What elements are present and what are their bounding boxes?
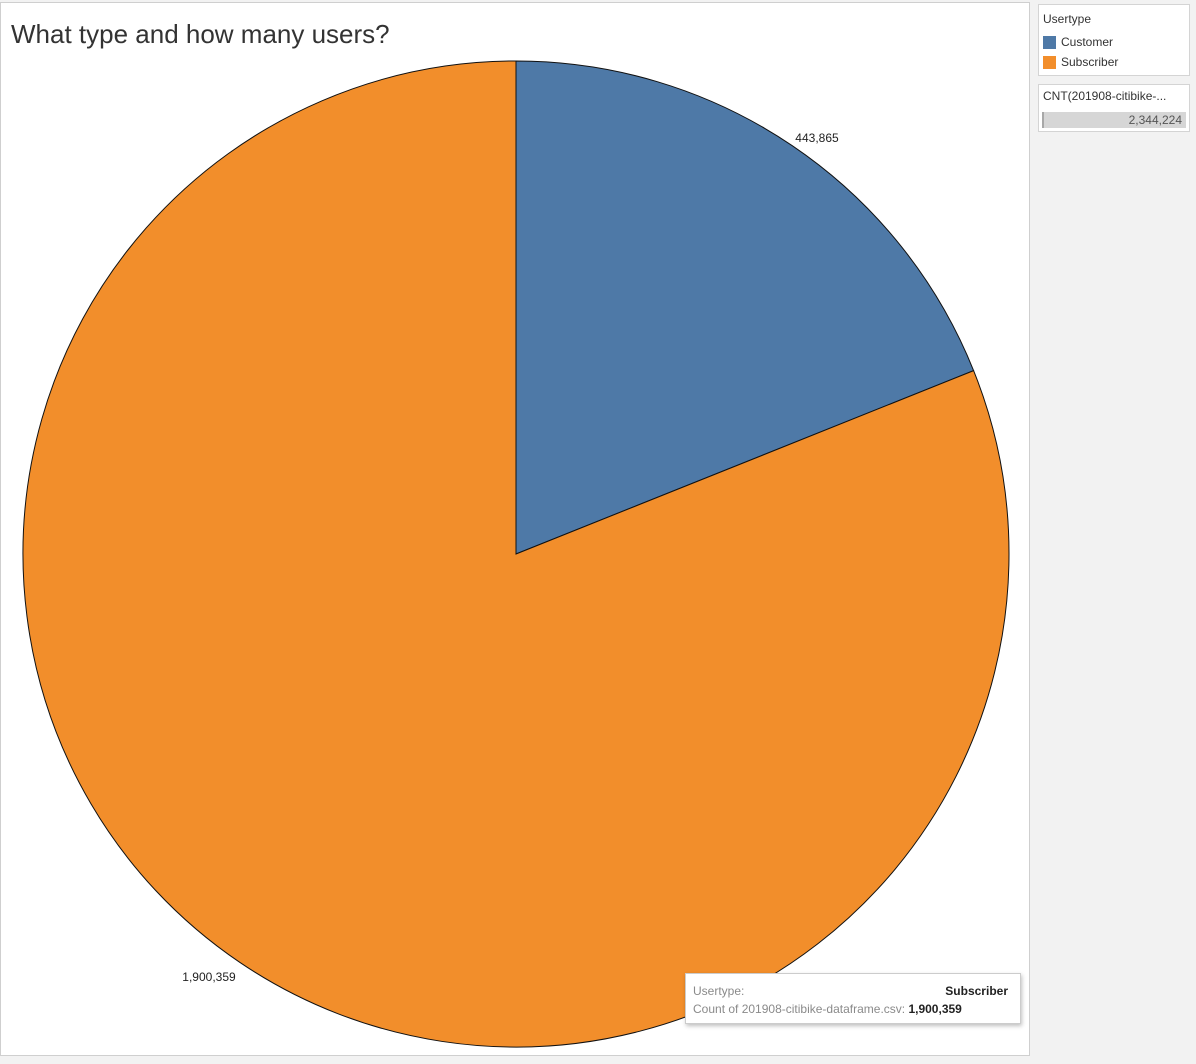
legend-label: Subscriber xyxy=(1061,55,1119,69)
tooltip-value: 1,900,359 xyxy=(908,1002,962,1016)
pie-chart: 443,865 1,900,359 xyxy=(22,60,1010,1048)
tooltip-row-usertype: Usertype: Subscriber xyxy=(693,984,1008,998)
tooltip-row-count: Count of 201908-citibike-dataframe.csv: … xyxy=(693,1002,1008,1016)
size-legend: CNT(201908-citibike-... 2,344,224 xyxy=(1038,84,1190,132)
legend-title: Usertype xyxy=(1043,12,1092,26)
pie-slice-subscriber[interactable] xyxy=(22,60,1010,1048)
size-legend-title: CNT(201908-citibike-... xyxy=(1043,89,1167,103)
size-legend-value: 2,344,224 xyxy=(1128,113,1182,127)
data-label-subscriber: 1,900,359 xyxy=(182,970,236,984)
legend-swatch xyxy=(1043,55,1056,69)
pie-slice-customer[interactable] xyxy=(515,60,975,555)
legend-swatch xyxy=(1043,35,1056,49)
legend-label: Customer xyxy=(1061,35,1114,49)
viz-pane: What type and how many users? 443,865 1,9… xyxy=(0,2,1030,1056)
size-legend-bar: 2,344,224 xyxy=(1042,112,1186,128)
legend-item-subscriber[interactable]: Subscriber xyxy=(1039,52,1189,72)
data-label-customer: 443,865 xyxy=(795,131,839,145)
tooltip-key: Usertype: xyxy=(693,984,745,998)
tooltip-key: Count of 201908-citibike-dataframe.csv: xyxy=(693,1002,906,1016)
color-legend: Usertype Customer Subscriber xyxy=(1038,4,1190,76)
chart-title: What type and how many users? xyxy=(11,19,390,49)
legend-item-customer[interactable]: Customer xyxy=(1039,32,1189,52)
tooltip: Usertype: Subscriber Count of 201908-cit… xyxy=(685,973,1021,1024)
tooltip-value: Subscriber xyxy=(945,984,1008,998)
